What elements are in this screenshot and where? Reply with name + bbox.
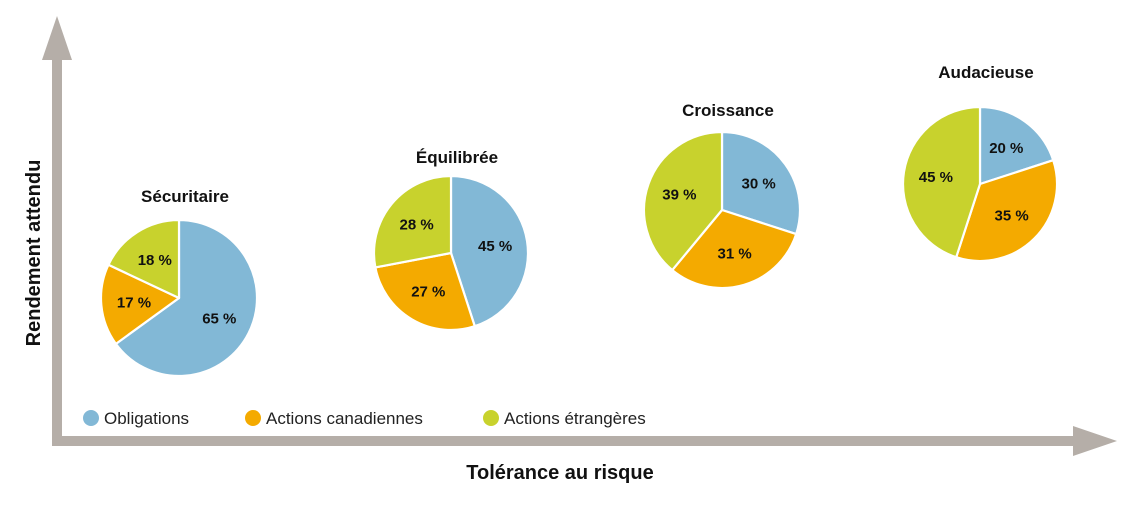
pie-audacieuse: 20 % 35 % 45 % Audacieuse — [901, 63, 1059, 263]
slice-label-croissance-obligations: 30 % — [741, 175, 775, 192]
pie-croissance: 30 % 31 % 39 % Croissance — [642, 101, 802, 290]
pie-title-croissance: Croissance — [682, 101, 774, 120]
y-axis-line — [52, 58, 62, 446]
pie-title-equilibree: Équilibrée — [416, 148, 498, 167]
slice-label-audacieuse-actions-etrangeres: 45 % — [919, 169, 953, 186]
pie-slice-equilibree-actions-canadiennes — [374, 251, 476, 332]
pie-slice-equilibree-actions-etrangeres — [372, 174, 453, 269]
slice-label-securitaire-obligations: 65 % — [202, 311, 236, 328]
x-axis-title: Tolérance au risque — [466, 462, 653, 484]
pie-slice-securitaire-actions-etrangeres — [107, 218, 181, 300]
pie-title-securitaire: Sécuritaire — [141, 187, 229, 206]
axes: Rendement attendu Tolérance au risque — [23, 16, 1117, 484]
slice-label-audacieuse-obligations: 20 % — [989, 140, 1023, 157]
pie-equilibree: 45 % 27 % 28 % Équilibrée — [372, 148, 530, 332]
pie-title-audacieuse: Audacieuse — [938, 63, 1033, 82]
pie-slice-securitaire-obligations — [114, 218, 259, 378]
legend-swatch — [83, 410, 99, 426]
slice-label-croissance-actions-etrangeres: 39 % — [662, 187, 696, 204]
pie-slice-securitaire-actions-canadiennes — [99, 263, 181, 345]
pies-layer: 65 % 17 % 18 % Sécuritaire 45 % 27 % 28 % Équil… — [99, 63, 1059, 378]
pie-slice-equilibree-obligations — [449, 174, 530, 328]
y-axis-arrowhead — [42, 16, 72, 60]
pie-slice-audacieuse-obligations — [978, 105, 1055, 186]
slice-label-equilibree-actions-canadiennes: 27 % — [411, 283, 445, 300]
pie-slice-croissance-actions-canadiennes — [671, 208, 798, 290]
slice-label-audacieuse-actions-canadiennes: 35 % — [994, 208, 1028, 225]
pie-slice-audacieuse-actions-etrangeres — [901, 105, 982, 259]
pie-slice-croissance-actions-etrangeres — [642, 130, 724, 272]
x-axis-line — [52, 436, 1077, 446]
slice-label-croissance-actions-canadiennes: 31 % — [717, 245, 751, 262]
legend-label: Actions canadiennes — [266, 409, 423, 428]
legend-label: Actions étrangères — [504, 409, 646, 428]
slice-label-equilibree-actions-etrangeres: 28 % — [399, 217, 433, 234]
legend: Obligations Actions canadiennes Actions ét… — [83, 409, 646, 428]
x-axis-arrowhead — [1073, 426, 1117, 456]
legend-item-obligations: Obligations — [83, 409, 189, 428]
slice-label-equilibree-obligations: 45 % — [478, 238, 512, 255]
legend-item-actions-etrangeres: Actions étrangères — [483, 409, 646, 428]
legend-item-actions-canadiennes: Actions canadiennes — [245, 409, 423, 428]
pie-slice-croissance-obligations — [720, 130, 802, 236]
pie-securitaire: 65 % 17 % 18 % Sécuritaire — [99, 187, 259, 378]
legend-label: Obligations — [104, 409, 189, 428]
slice-label-securitaire-actions-canadiennes: 17 % — [117, 294, 151, 311]
y-axis-title: Rendement attendu — [23, 160, 45, 347]
slice-label-securitaire-actions-etrangeres: 18 % — [138, 252, 172, 269]
pie-slice-audacieuse-actions-canadiennes — [955, 159, 1059, 263]
legend-swatch — [245, 410, 261, 426]
legend-swatch — [483, 410, 499, 426]
